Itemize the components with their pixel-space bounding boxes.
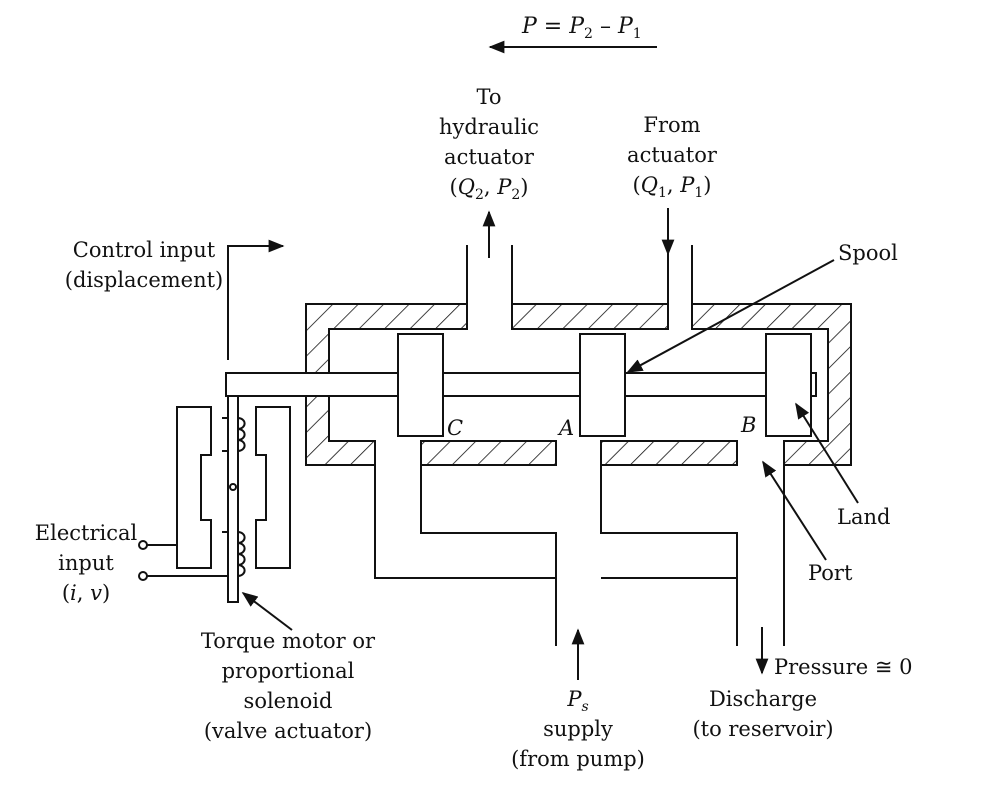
- from-actuator-label: From actuator (Q1, P1): [627, 113, 717, 201]
- motor-stator-left: [176, 406, 212, 569]
- port-label: Port: [808, 561, 853, 585]
- spool-rod: [225, 372, 817, 397]
- port-a-label: A: [559, 416, 575, 440]
- spool-label: Spool: [838, 241, 898, 265]
- valve-sleeve-right: [600, 440, 738, 466]
- to-actuator-label: To hydraulic actuator (Q2, P2): [438, 85, 540, 203]
- port-b-label: B: [741, 413, 757, 437]
- return-channel-c: [374, 465, 737, 579]
- supply-label: Ps supply (from pump): [511, 687, 645, 771]
- spool-land-a: [579, 333, 626, 437]
- control-input-label: Control input (displacement): [64, 238, 224, 292]
- spool-land-b: [765, 333, 812, 437]
- valve-sleeve-left: [420, 440, 557, 466]
- control-input-arrow: [227, 239, 285, 360]
- supply-channel: [420, 465, 738, 646]
- spool-leader: [626, 259, 835, 373]
- motor-armature: [227, 395, 239, 603]
- port-leader: [762, 460, 827, 561]
- discharge-label: Discharge (to reservoir): [692, 687, 834, 741]
- valve-body-housing: [305, 303, 852, 466]
- land-label: Land: [837, 505, 891, 529]
- electrical-leads: [147, 544, 228, 577]
- port-c-label: C: [447, 416, 464, 440]
- port-from-actuator: [667, 245, 693, 304]
- armature-pivot: [229, 483, 237, 491]
- spool-land-c: [397, 333, 444, 437]
- port-to-actuator: [466, 245, 513, 304]
- motor-stator-right: [255, 406, 291, 569]
- pressure-zero-label: Pressure ≅ 0: [774, 655, 913, 679]
- land-leader: [795, 402, 859, 504]
- electrical-input-label: Electrical input (i, v): [34, 521, 138, 605]
- coil-top: [222, 417, 246, 452]
- torque-motor-leader: [241, 592, 293, 631]
- torque-motor-label: Torque motor or proportional solenoid (v…: [200, 629, 376, 743]
- pressure-formula: P = P2 – P1: [522, 14, 642, 42]
